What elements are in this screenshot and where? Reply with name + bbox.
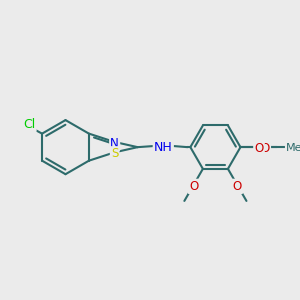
Text: O: O	[232, 180, 242, 193]
Text: O: O	[254, 142, 264, 155]
Text: O: O	[189, 180, 198, 193]
Text: S: S	[111, 147, 118, 160]
Text: NH: NH	[154, 141, 173, 154]
Text: Cl: Cl	[23, 118, 35, 131]
Text: O: O	[261, 142, 270, 155]
Text: N: N	[110, 137, 119, 150]
Text: Me: Me	[286, 143, 300, 153]
